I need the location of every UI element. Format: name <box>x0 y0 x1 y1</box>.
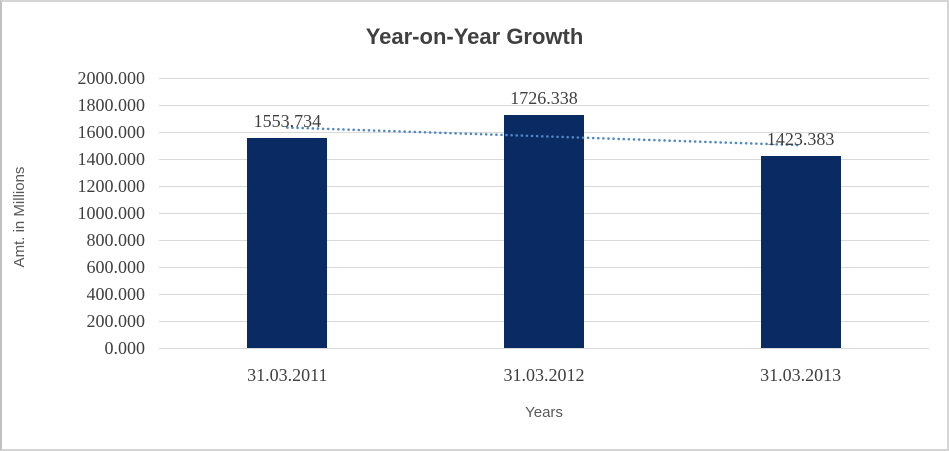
y-tick-label: 800.000 <box>86 230 146 250</box>
y-tick-label: 200.000 <box>86 311 146 331</box>
bar-value-label: 1726.338 <box>510 87 578 108</box>
y-tick-label: 1400.000 <box>77 149 146 169</box>
y-tick-label: 1600.000 <box>77 122 146 142</box>
x-axis-title: Years <box>525 404 563 421</box>
bar <box>504 114 584 348</box>
chart-title: Year-on-Year Growth <box>365 24 584 49</box>
h-gridline <box>159 77 929 79</box>
x-tick-label: 31.03.2013 <box>760 365 842 385</box>
h-gridline <box>159 104 929 106</box>
bar <box>247 138 328 348</box>
y-tick-label: 1000.000 <box>77 203 146 223</box>
bar-value-label: 1553.734 <box>253 111 322 132</box>
trendline <box>286 126 802 147</box>
bar <box>760 155 841 348</box>
x-tick-label: 31.03.2011 <box>247 365 328 385</box>
y-tick-label: 2000.000 <box>77 68 146 88</box>
x-tick-label: 31.03.2012 <box>503 365 585 385</box>
h-gridline <box>159 347 929 349</box>
y-tick-label: 1200.000 <box>77 176 146 196</box>
y-tick-label: 600.000 <box>86 257 146 277</box>
plot-area <box>159 77 929 349</box>
y-tick-label: 1800.000 <box>77 95 146 115</box>
y-tick-label: 400.000 <box>86 284 146 304</box>
bar-value-label: 1423.383 <box>766 128 835 149</box>
y-tick-label: 0.000 <box>104 338 146 358</box>
